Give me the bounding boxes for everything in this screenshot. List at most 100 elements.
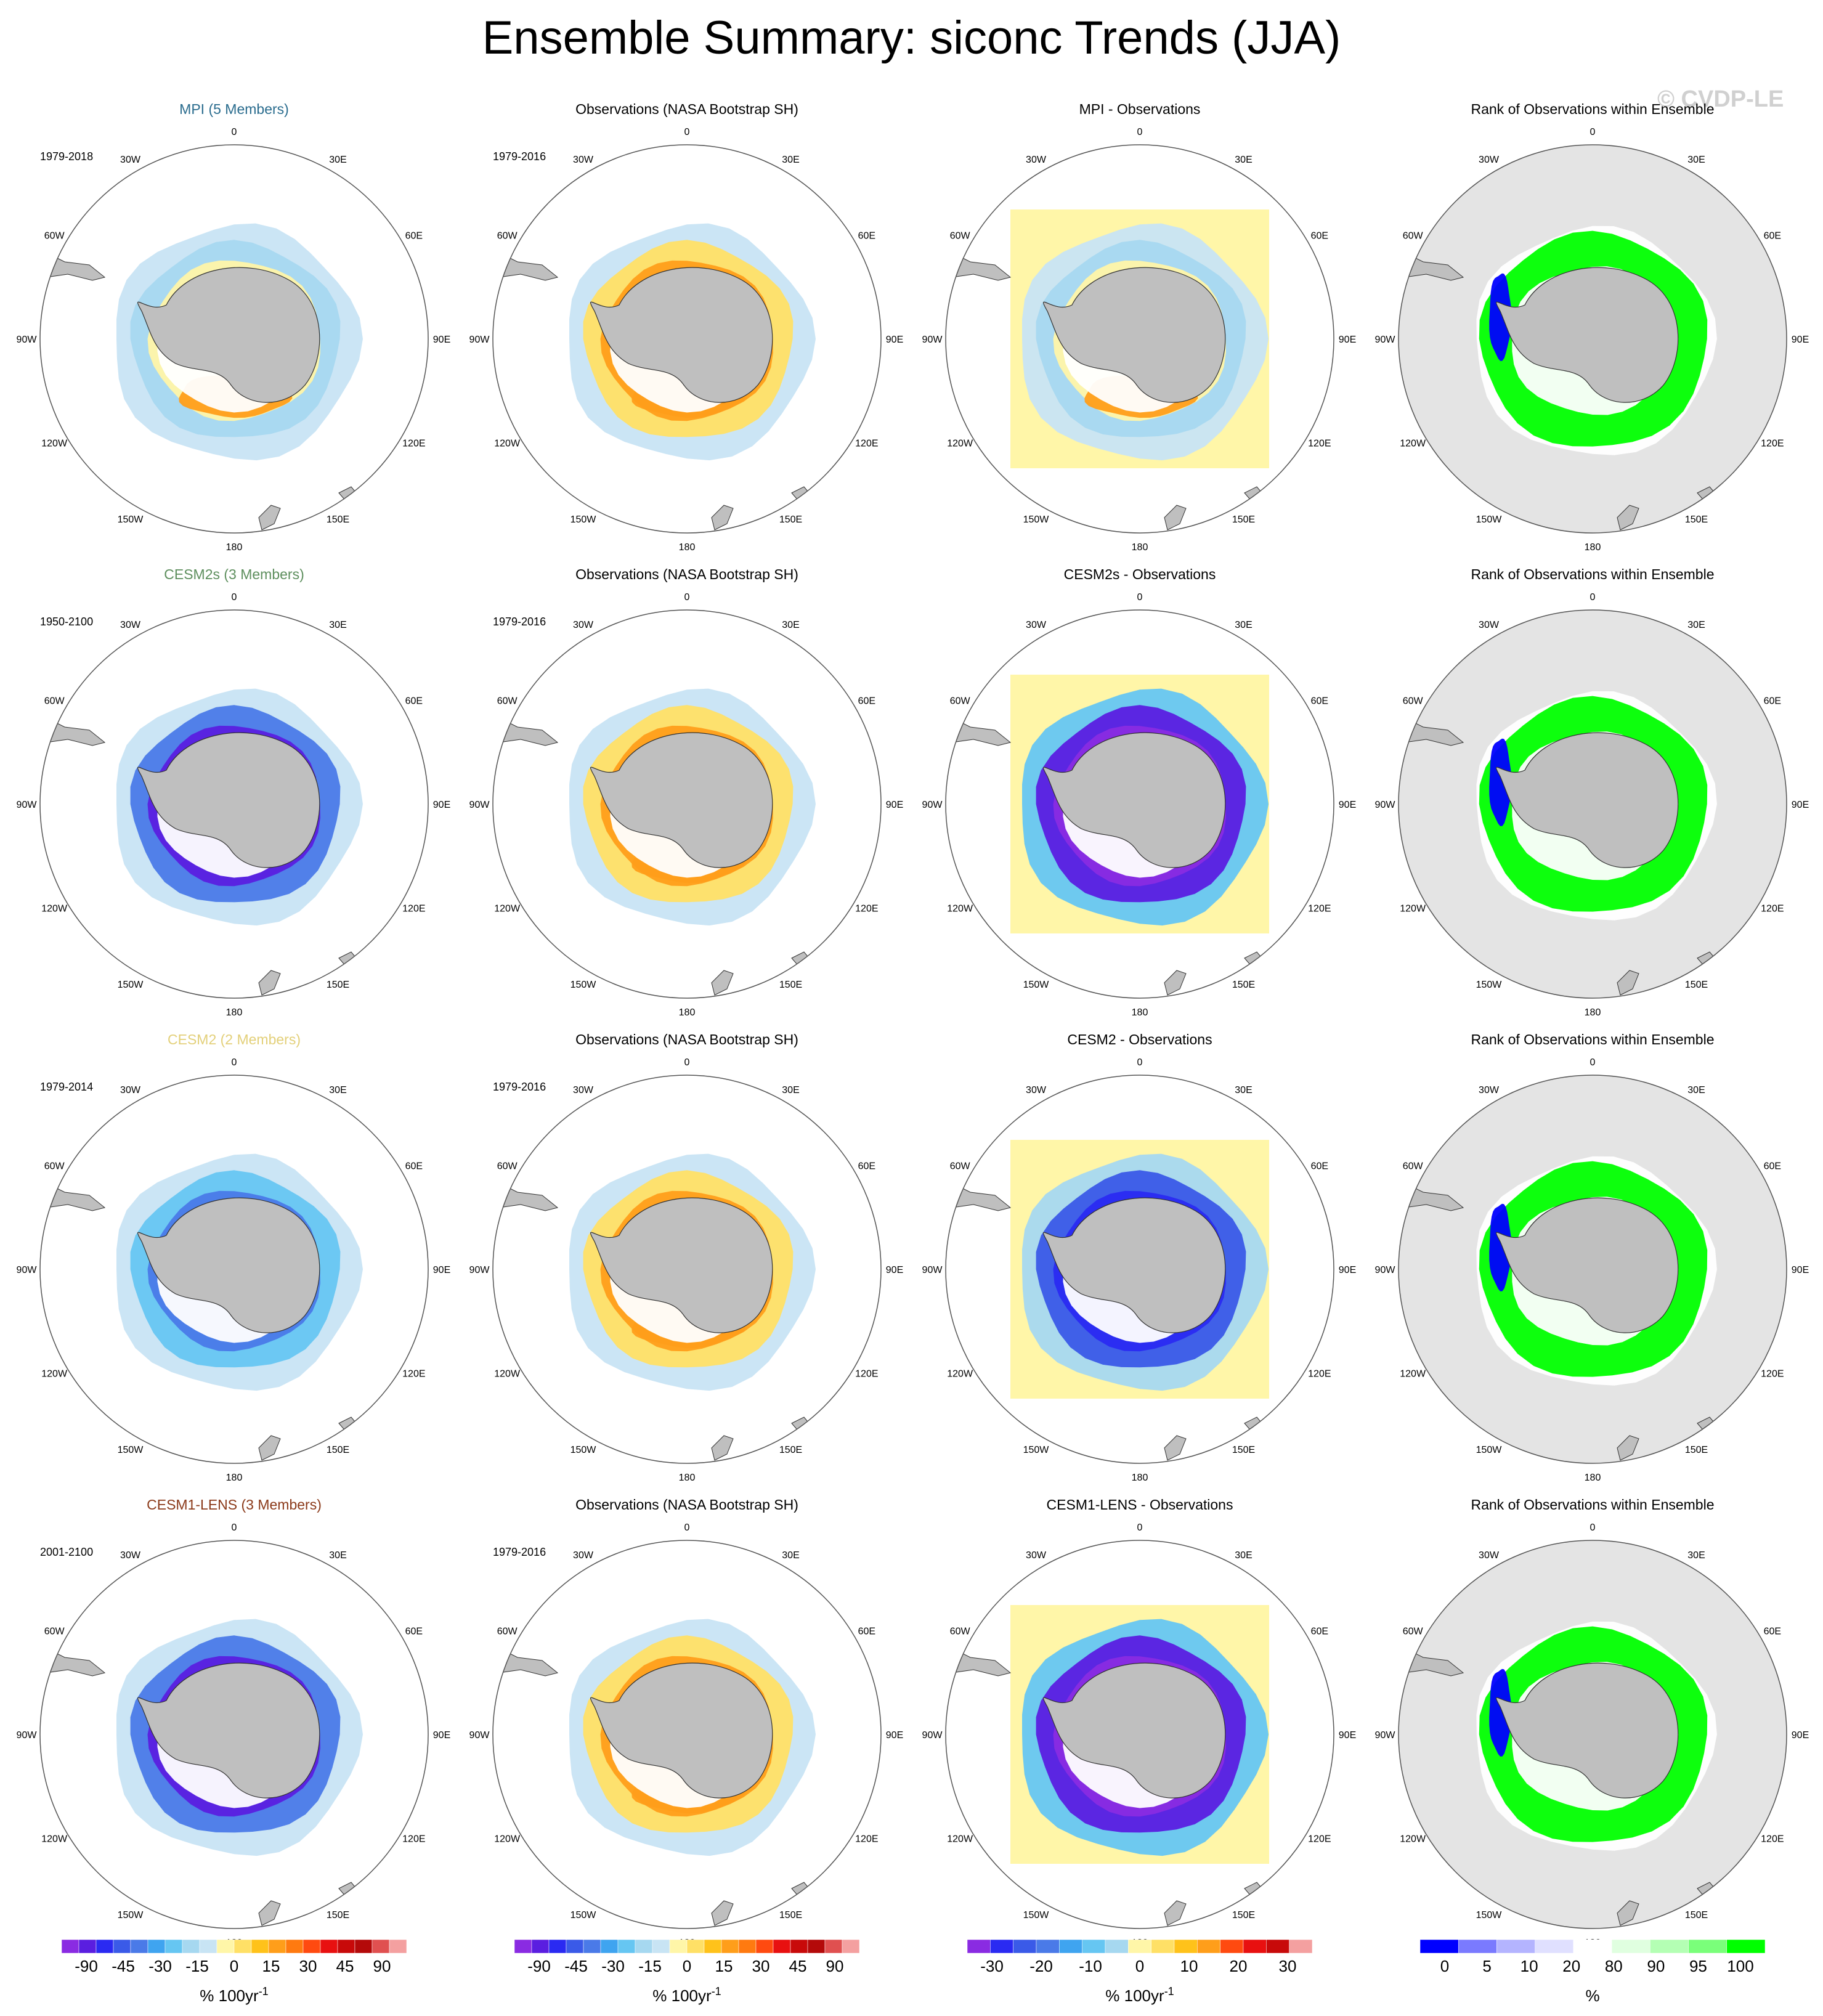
longitude-label: 90W (17, 335, 38, 345)
longitude-label: 30E (1687, 155, 1705, 165)
longitude-label: 120E (1308, 904, 1331, 914)
longitude-label: 30E (329, 1085, 346, 1095)
longitude-label: 180 (679, 1007, 696, 1018)
colorbar-cell (337, 1939, 355, 1954)
map-boundary (492, 1075, 882, 1464)
panel-title: Observations (NASA Bootstrap SH) (575, 1497, 798, 1513)
rank-blue-patch (1489, 273, 1512, 361)
colorbar-cell (302, 1939, 321, 1954)
colorbar-tick-label: -45 (564, 1957, 588, 1975)
longitude-label: 90W (922, 335, 943, 345)
longitude-label: 120E (855, 1834, 878, 1845)
longitude-label: 0 (1590, 592, 1596, 603)
colorbar-tick-label: 30 (752, 1957, 770, 1975)
antarctica-land (1042, 1662, 1226, 1799)
longitude-label: 120E (402, 439, 425, 449)
colorbar-tick-label: 0 (1135, 1957, 1144, 1975)
longitude-label: 120W (1400, 439, 1426, 449)
longitude-label: 30W (120, 155, 141, 165)
antarctica-land (1495, 1662, 1679, 1799)
colorbar-cell (95, 1939, 114, 1954)
longitude-label: 90E (1792, 1265, 1809, 1275)
colorbar-cell (1458, 1939, 1497, 1954)
colorbar-tick-label: 90 (826, 1957, 844, 1975)
longitude-label: 90E (1339, 1265, 1356, 1275)
colorbar-tick-label: 20 (1562, 1957, 1580, 1975)
longitude-label: 60E (405, 1627, 423, 1637)
panel-title: Rank of Observations within Ensemble (1471, 101, 1714, 117)
longitude-label: 150E (1685, 514, 1708, 525)
longitude-label: 90E (1792, 800, 1809, 810)
longitude-label: 60W (44, 231, 65, 242)
panel-title: Observations (NASA Bootstrap SH) (575, 1031, 798, 1047)
longitude-label: 120W (41, 1834, 68, 1845)
panel-title: Rank of Observations within Ensemble (1471, 566, 1714, 582)
panel-title: Observations (NASA Bootstrap SH) (575, 566, 798, 582)
map-content (498, 1153, 816, 1461)
main-title: Ensemble Summary: siconc Trends (JJA) (482, 12, 1341, 64)
colorbar-cell (721, 1939, 739, 1954)
panel-r4-c2: Observations (NASA Bootstrap SH) 1979-201… (469, 1497, 904, 1948)
period-label: 1979-2016 (493, 1081, 546, 1093)
longitude-label: 120E (402, 1369, 425, 1380)
longitude-label: 0 (1137, 1057, 1143, 1068)
colorbar-tick-label: -30 (148, 1957, 172, 1975)
panel-r4-c3: CESM1-LENS - Observations 0 30E 60E 90E 120E 1… (922, 1497, 1357, 1948)
longitude-label: 90E (886, 800, 903, 810)
colorbar-cell (130, 1939, 148, 1954)
longitude-label: 150E (327, 1445, 349, 1455)
longitude-label: 150E (1685, 980, 1708, 990)
longitude-label: 150W (570, 1910, 597, 1920)
longitude-label: 30E (329, 1550, 346, 1561)
colorbar-tick-label: 10 (1180, 1957, 1198, 1975)
longitude-label: 120E (1761, 1369, 1784, 1380)
longitude-label: 90W (17, 1730, 38, 1741)
panel-title: Observations (NASA Bootstrap SH) (575, 101, 798, 117)
colorbar-cell (1220, 1939, 1244, 1954)
map-boundary (1398, 1075, 1787, 1464)
longitude-label: 30E (782, 1550, 799, 1561)
longitude-label: 60W (497, 1627, 518, 1637)
longitude-label: 0 (1590, 127, 1596, 137)
colorbar-cell (755, 1939, 774, 1954)
longitude-label: 0 (684, 1057, 690, 1068)
longitude-label: 120W (947, 904, 973, 914)
period-label: 1950-2100 (40, 616, 93, 628)
colorbar-cell (1726, 1939, 1766, 1954)
longitude-label: 30E (329, 155, 346, 165)
colorbar-tick-label: -10 (1079, 1957, 1102, 1975)
colorbar-trend-obs: -90 -45 -30 -15 0 15 30 45 90 % 100yr-1 (514, 1939, 860, 2005)
longitude-label: 180 (1132, 1007, 1148, 1018)
antarctica-land (137, 267, 320, 403)
map-boundary (945, 609, 1334, 999)
longitude-label: 90E (433, 800, 450, 810)
period-label: 1979-2014 (40, 1081, 93, 1093)
longitude-label: 120W (41, 1369, 68, 1380)
new-zealand (258, 505, 281, 530)
panel-r1-c2: Observations (NASA Bootstrap SH) 1979-201… (469, 101, 904, 553)
tasmania (338, 951, 358, 967)
longitude-label: 180 (1132, 542, 1148, 553)
longitude-label: 90E (433, 1730, 450, 1741)
colorbar-cell (233, 1939, 252, 1954)
longitude-label: 60W (1403, 1161, 1424, 1172)
colorbar-cell (686, 1939, 705, 1954)
colorbar-unit-label: % 100yr-1 (1105, 1985, 1174, 2005)
longitude-label: 120E (855, 439, 878, 449)
map-content (951, 1605, 1269, 1926)
new-zealand (1617, 970, 1639, 996)
longitude-label: 60E (405, 231, 423, 242)
longitude-label: 150W (1023, 1910, 1050, 1920)
longitude-label: 60E (858, 1627, 875, 1637)
colorbar-cell (704, 1939, 722, 1954)
longitude-label: 120E (1761, 904, 1784, 914)
longitude-label: 90W (17, 800, 38, 810)
longitude-label: 120E (855, 904, 878, 914)
longitude-label: 150W (118, 980, 144, 990)
longitude-label: 180 (1585, 1007, 1601, 1018)
longitude-label: 150W (118, 1910, 144, 1920)
colorbar-tick-label: 30 (1279, 1957, 1297, 1975)
longitude-label: 150E (327, 1910, 349, 1920)
colorbar-cell (1013, 1939, 1037, 1954)
longitude-label: 150W (1023, 514, 1050, 525)
